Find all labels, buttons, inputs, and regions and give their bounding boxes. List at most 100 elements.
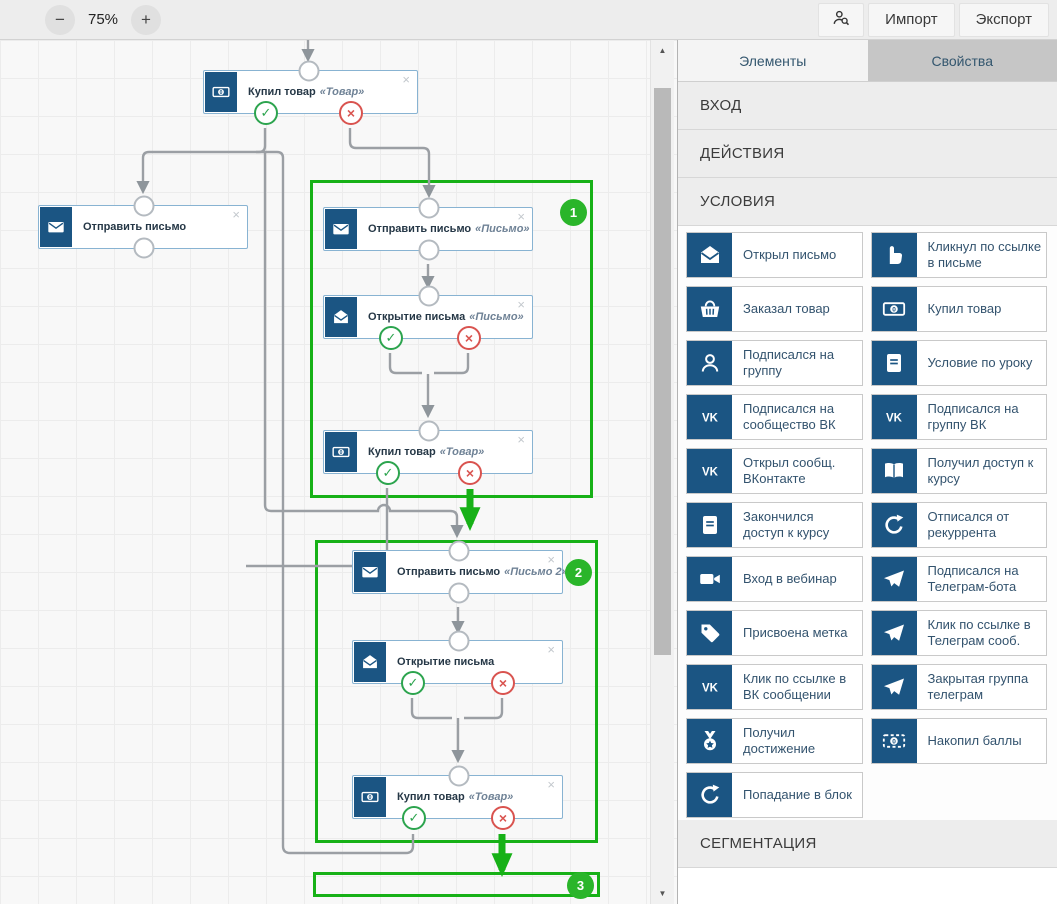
element-item-11[interactable]: Отписался от рекуррента <box>870 502 1047 548</box>
element-item-15[interactable]: Клик по ссылке в Телеграм сооб. <box>870 610 1047 656</box>
section-conditions[interactable]: УСЛОВИЯ <box>678 178 1057 226</box>
element-item-16[interactable]: VK Клик по ссылке в ВК сообщении <box>686 664 863 710</box>
flow-node-send-email-1[interactable]: Отправить письмо «Письмо» × <box>323 197 533 261</box>
element-item-19[interactable]: 0 Накопил баллы <box>870 718 1047 764</box>
zoom-in-button[interactable]: + <box>131 4 161 35</box>
element-item-2[interactable]: Заказал товар <box>686 286 863 332</box>
fail-port-icon[interactable]: × <box>491 806 515 830</box>
refresh-icon <box>687 773 732 817</box>
element-item-0[interactable]: Открыл письмо <box>686 232 863 278</box>
mail-open-icon <box>687 233 732 277</box>
panel-tabs: Элементы Свойства <box>678 40 1057 82</box>
output-port[interactable] <box>448 582 470 604</box>
success-port-icon[interactable]: ✓ <box>376 461 400 485</box>
scrollbar-thumb[interactable] <box>654 88 671 655</box>
export-button[interactable]: Экспорт <box>958 2 1049 37</box>
success-port-icon[interactable]: ✓ <box>401 671 425 695</box>
close-icon[interactable]: × <box>517 297 525 312</box>
element-item-label: Получил достижение <box>743 724 816 756</box>
output-port[interactable] <box>418 239 440 261</box>
vk-icon: VK <box>687 449 732 493</box>
element-item-label: Присвоена метка <box>743 624 848 640</box>
node-label: Открытие письма <box>397 656 495 668</box>
element-item-12[interactable]: Вход в вебинар <box>686 556 863 602</box>
side-panel: Элементы Свойства ВХОД ДЕЙСТВИЯ УСЛОВИЯ … <box>677 40 1057 904</box>
element-item-13[interactable]: Подписался на Телеграм-бота <box>870 556 1047 602</box>
scroll-up-icon[interactable]: ▲ <box>658 46 667 55</box>
fail-port-icon[interactable]: × <box>457 326 481 350</box>
element-item-1[interactable]: Кликнул по ссылке в письме <box>870 232 1047 278</box>
element-item-10[interactable]: Закончился доступ к курсу <box>686 502 863 548</box>
telegram-icon <box>871 557 917 601</box>
element-item-4[interactable]: Подписался на группу <box>686 340 863 386</box>
element-item-9[interactable]: Получил доступ к курсу <box>870 448 1047 494</box>
flow-node-buy-product-2[interactable]: 0 Купил товар «Товар» × ✓ × <box>352 765 563 830</box>
input-port[interactable] <box>448 630 470 652</box>
element-item-label: Купил товар <box>927 300 1002 316</box>
canvas-scrollbar[interactable]: ▲ ▼ <box>650 40 674 904</box>
flow-node-open-email-2[interactable]: Открытие письма × ✓ × <box>352 630 563 695</box>
flow-node-open-email-1[interactable]: Открытие письма «Письмо» × ✓ × <box>323 285 533 350</box>
svg-text:VK: VK <box>886 413 903 425</box>
success-port-icon[interactable]: ✓ <box>379 326 403 350</box>
flow-node-buy-product-1[interactable]: 0 Купил товар «Товар» × ✓ × <box>323 420 533 485</box>
element-item-8[interactable]: VK Открыл сообщ. ВКонтакте <box>686 448 863 494</box>
element-item-3[interactable]: 0 Купил товар <box>870 286 1047 332</box>
flow-node-send-email-2[interactable]: Отправить письмо «Письмо 2» × <box>352 540 568 604</box>
element-item-6[interactable]: VK Подписался на сообщество ВК <box>686 394 863 440</box>
person-search-icon <box>831 8 851 32</box>
success-port-icon[interactable]: ✓ <box>254 101 278 125</box>
close-icon[interactable]: × <box>232 207 240 222</box>
group-badge-3: 3 <box>567 872 594 899</box>
element-item-label: Подписался на сообщество ВК <box>743 400 836 432</box>
fail-port-icon[interactable]: × <box>339 101 363 125</box>
tab-elements[interactable]: Элементы <box>678 40 868 81</box>
close-icon[interactable]: × <box>402 72 410 87</box>
tab-properties[interactable]: Свойства <box>867 40 1057 81</box>
element-item-18[interactable]: Получил достижение <box>686 718 863 764</box>
svg-text:VK: VK <box>702 413 719 425</box>
fail-port-icon[interactable]: × <box>491 671 515 695</box>
element-item-5[interactable]: Условие по уроку <box>870 340 1047 386</box>
element-item-label: Условие по уроку <box>927 354 1033 370</box>
close-icon[interactable]: × <box>517 432 525 447</box>
input-port[interactable] <box>448 540 470 562</box>
svg-text:0: 0 <box>220 90 223 96</box>
vk-icon: VK <box>687 395 732 439</box>
close-icon[interactable]: × <box>547 777 555 792</box>
video-icon <box>687 557 732 601</box>
close-icon[interactable]: × <box>547 642 555 657</box>
input-port[interactable] <box>418 285 440 307</box>
import-button[interactable]: Импорт <box>868 2 955 37</box>
element-item-20[interactable]: Попадание в блок <box>686 772 863 818</box>
section-segmentation[interactable]: СЕГМЕНТАЦИЯ <box>678 820 1057 868</box>
output-port[interactable] <box>133 237 155 259</box>
element-item-7[interactable]: VK Подписался на группу ВК <box>870 394 1047 440</box>
flow-node-send-email-left[interactable]: Отправить письмо × <box>38 195 248 259</box>
fail-port-icon[interactable]: × <box>458 461 482 485</box>
close-icon[interactable]: × <box>517 209 525 224</box>
node-param: «Товар» <box>439 446 485 458</box>
input-port[interactable] <box>133 195 155 217</box>
close-icon[interactable]: × <box>547 552 555 567</box>
section-actions[interactable]: ДЕЙСТВИЯ <box>678 130 1057 178</box>
elements-grid: Открыл письмо Кликнул по ссылке в письме З… <box>678 226 1057 820</box>
input-port[interactable] <box>448 765 470 787</box>
element-item-label: Попадание в блок <box>743 786 852 802</box>
svg-text:VK: VK <box>702 683 719 695</box>
group-badge-1: 1 <box>560 199 587 226</box>
success-port-icon[interactable]: ✓ <box>402 806 426 830</box>
user-search-button[interactable] <box>818 2 865 37</box>
input-port[interactable] <box>298 60 320 82</box>
section-entry[interactable]: ВХОД <box>678 82 1057 130</box>
flow-canvas[interactable]: ▲ ▼ 1 2 3 0 Купил товар «Товар» × ✓ × Отправить п… <box>0 40 677 904</box>
input-port[interactable] <box>418 197 440 219</box>
svg-text:0: 0 <box>369 795 372 801</box>
zoom-out-button[interactable]: − <box>45 4 75 35</box>
element-item-14[interactable]: Присвоена метка <box>686 610 863 656</box>
scroll-down-icon[interactable]: ▼ <box>658 889 667 898</box>
flow-node-buy-product-top[interactable]: 0 Купил товар «Товар» × ✓ × <box>203 60 418 125</box>
input-port[interactable] <box>418 420 440 442</box>
node-label: Купил товар «Товар» <box>248 86 365 98</box>
element-item-17[interactable]: Закрытая группа телеграм <box>870 664 1047 710</box>
